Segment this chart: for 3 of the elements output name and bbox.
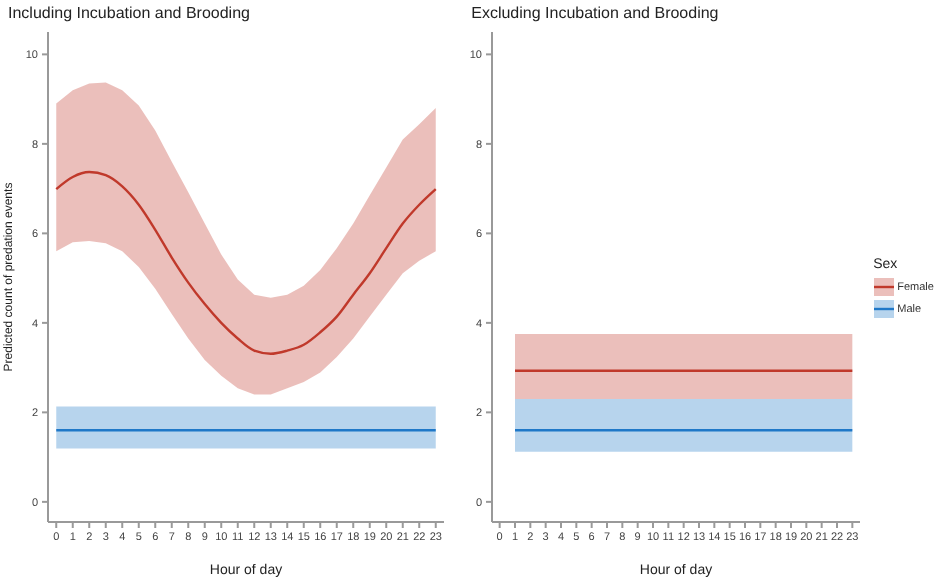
chart-title: Including Incubation and Brooding — [8, 4, 250, 22]
chart-title: Excluding Incubation and Brooding — [471, 4, 719, 22]
line-series — [55, 170, 437, 355]
